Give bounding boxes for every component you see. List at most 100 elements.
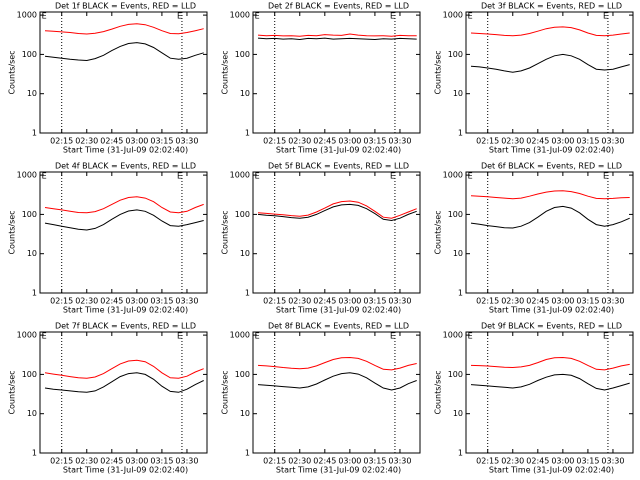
x-tick-label: 03:15	[363, 137, 386, 146]
plot-frame	[465, 11, 634, 134]
x-tick-label: 02:45	[526, 137, 549, 146]
y-tick-label: 10	[453, 89, 463, 98]
x-tick-label: 02:30	[288, 457, 311, 466]
x-tick-label: 02:30	[75, 297, 98, 306]
x-tick-label: 02:15	[263, 457, 286, 466]
y-tick-label: 10	[27, 89, 37, 98]
panel: Det 4f BLACK = Events, RED = LLD 1 10 100 10…	[8, 162, 208, 315]
y-axis-label: Counts/sec	[8, 210, 17, 254]
x-tick-label: 02:45	[313, 137, 336, 146]
y-tick-label: 100	[448, 50, 463, 59]
x-axis-label: Start Time (31-Jul-09 02:02:40)	[63, 466, 188, 475]
x-tick-label: 02:30	[75, 457, 98, 466]
annotation: E	[42, 332, 47, 341]
annotation: E	[177, 12, 182, 21]
x-tick-label: 03:00	[125, 297, 148, 306]
x-axis-label: Start Time (31-Jul-09 02:02:40)	[489, 466, 614, 475]
y-tick-label: 1	[245, 289, 250, 298]
chart-title: Det 7f BLACK = Events, RED = LLD	[55, 322, 196, 331]
x-tick-label: 03:00	[125, 137, 148, 146]
plot-frame	[39, 331, 208, 454]
annotation: E	[42, 12, 47, 21]
panel: Det 3f BLACK = Events, RED = LLD 1 10 100 10…	[434, 2, 634, 155]
series-line	[470, 190, 630, 200]
x-tick-label: 03:30	[388, 457, 411, 466]
series-line	[470, 53, 630, 73]
chart-title: Det 9f BLACK = Events, RED = LLD	[481, 322, 622, 331]
y-tick-label: 100	[448, 210, 463, 219]
plot-frame	[465, 171, 634, 294]
annotation: E	[177, 172, 182, 181]
series-line	[44, 209, 204, 231]
x-tick-label: 03:00	[125, 457, 148, 466]
x-axis-label: Start Time (31-Jul-09 02:02:40)	[276, 146, 401, 155]
x-tick-label: 03:00	[338, 457, 361, 466]
x-tick-label: 03:00	[551, 457, 574, 466]
y-tick-label: 1000	[443, 11, 463, 20]
panel: Det 8f BLACK = Events, RED = LLD 1 10 100 10…	[221, 322, 421, 475]
y-tick-label: 100	[22, 50, 37, 59]
x-tick-label: 02:15	[476, 297, 499, 306]
y-axis-label: Counts/sec	[8, 370, 17, 414]
x-tick-label: 03:00	[338, 137, 361, 146]
y-tick-label: 1	[458, 129, 463, 138]
x-tick-label: 02:15	[50, 297, 73, 306]
x-tick-label: 02:45	[100, 457, 123, 466]
series-line	[257, 200, 417, 219]
series-line	[470, 373, 630, 391]
x-tick-label: 02:30	[288, 137, 311, 146]
x-tick-label: 02:30	[501, 457, 524, 466]
x-tick-label: 03:00	[338, 297, 361, 306]
y-tick-label: 10	[240, 249, 250, 258]
x-tick-label: 03:15	[363, 297, 386, 306]
panel: Det 1f BLACK = Events, RED = LLD 1 10 100 10…	[8, 2, 208, 155]
series-line	[470, 26, 630, 37]
x-tick-label: 02:30	[501, 137, 524, 146]
x-tick-label: 03:15	[363, 457, 386, 466]
y-tick-label: 10	[453, 249, 463, 258]
x-tick-label: 02:45	[526, 457, 549, 466]
y-tick-label: 10	[240, 89, 250, 98]
panel: Det 2f BLACK = Events, RED = LLD 1 10 100 10…	[221, 2, 421, 155]
x-tick-label: 03:00	[551, 297, 574, 306]
x-tick-label: 03:30	[175, 137, 198, 146]
x-axis-label: Start Time (31-Jul-09 02:02:40)	[489, 146, 614, 155]
x-tick-label: 03:30	[175, 457, 198, 466]
y-tick-label: 1	[32, 289, 37, 298]
x-tick-label: 03:30	[388, 137, 411, 146]
x-tick-label: 02:30	[501, 297, 524, 306]
y-tick-label: 1000	[17, 171, 37, 180]
plot-frame	[465, 331, 634, 454]
chart-title: Det 5f BLACK = Events, RED = LLD	[268, 162, 409, 171]
plot-frame	[252, 331, 421, 454]
panel: Det 5f BLACK = Events, RED = LLD 1 10 100 10…	[221, 162, 421, 315]
y-tick-label: 1	[32, 449, 37, 458]
y-tick-label: 10	[240, 409, 250, 418]
y-tick-label: 1	[245, 449, 250, 458]
x-tick-label: 03:15	[576, 297, 599, 306]
series-line	[44, 372, 204, 393]
y-tick-label: 100	[22, 370, 37, 379]
series-line	[44, 196, 204, 214]
y-tick-label: 1	[458, 289, 463, 298]
chart-title: Det 3f BLACK = Events, RED = LLD	[481, 2, 622, 11]
panel: Det 6f BLACK = Events, RED = LLD 1 10 100 10…	[434, 162, 634, 315]
x-tick-label: 02:15	[50, 457, 73, 466]
y-tick-label: 10	[27, 249, 37, 258]
annotation: E	[468, 332, 473, 341]
annotation: E	[390, 332, 395, 341]
x-tick-label: 03:15	[150, 137, 173, 146]
x-tick-label: 03:30	[175, 297, 198, 306]
y-tick-label: 100	[22, 210, 37, 219]
y-axis-label: Counts/sec	[434, 370, 443, 414]
chart-title: Det 2f BLACK = Events, RED = LLD	[268, 2, 409, 11]
x-tick-label: 03:15	[576, 457, 599, 466]
plot-frame	[39, 11, 208, 134]
series-line	[44, 359, 204, 379]
x-tick-label: 02:15	[476, 137, 499, 146]
series-line	[470, 205, 630, 229]
x-tick-label: 03:00	[551, 137, 574, 146]
annotation: E	[390, 172, 395, 181]
y-axis-label: Counts/sec	[8, 50, 17, 94]
